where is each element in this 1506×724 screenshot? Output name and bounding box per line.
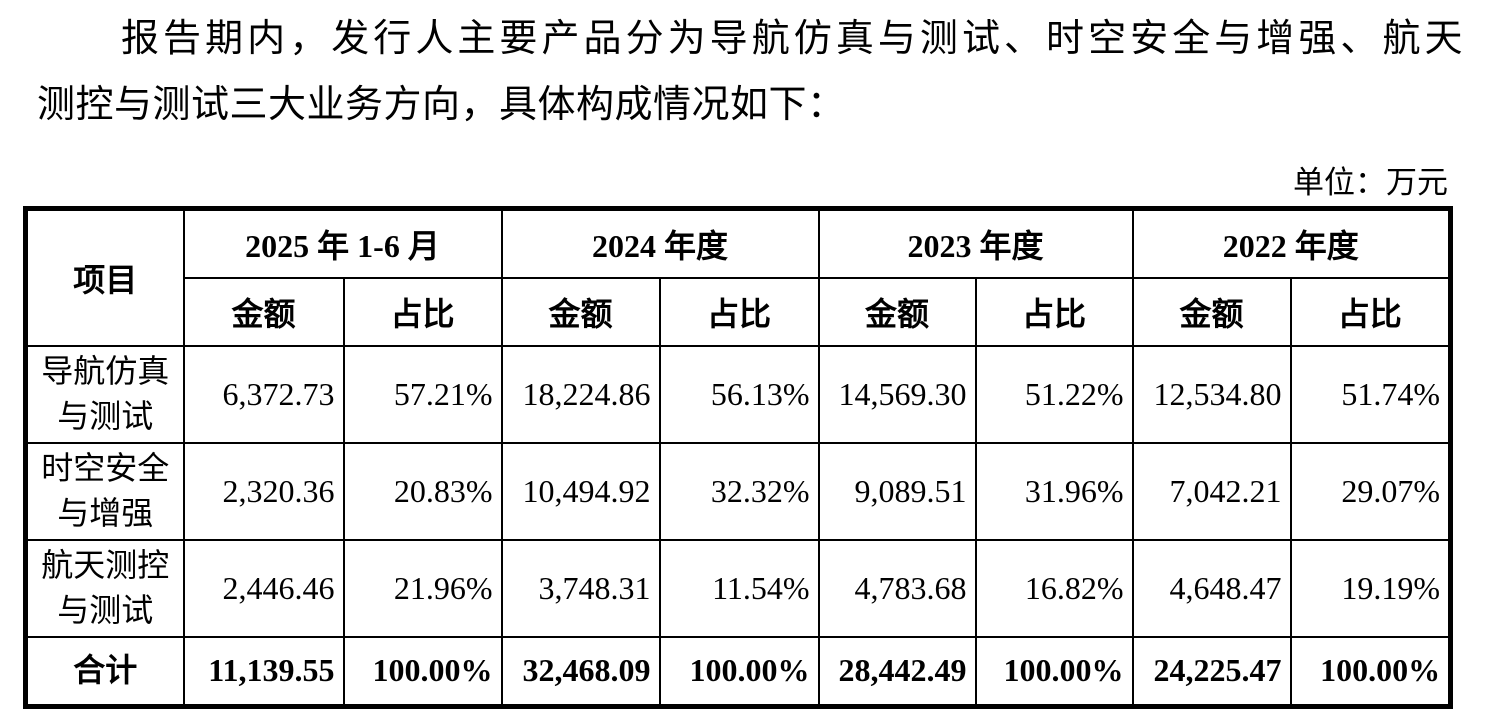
table-header-metric-row: 金额 占比 金额 占比 金额 占比 金额 占比 [26, 277, 1452, 347]
cell-total-amount-2025: 11,139.55 [182, 635, 345, 708]
col-header-period-2023: 2023 年度 [817, 207, 1134, 279]
table-row-aerospace-tt-c: 航天测控与测试 2,446.46 21.96% 3,748.31 11.54% … [24, 538, 1452, 638]
col-header-period-2024: 2024 年度 [500, 207, 820, 279]
cell-ratio-2025: 21.96% [342, 538, 503, 638]
table-row-total: 合计 11,139.55 100.00% 32,468.09 100.00% 2… [24, 635, 1452, 708]
table-row-nav-simulation: 导航仿真与测试 6,372.73 57.21% 18,224.86 56.13%… [24, 345, 1452, 444]
cell-amount-2022: 7,042.21 [1131, 441, 1292, 541]
col-subheader-amount-2025: 金额 [182, 277, 345, 347]
cell-ratio-2022: 19.19% [1289, 538, 1452, 638]
cell-ratio-2023: 16.82% [974, 538, 1134, 638]
col-header-item: 项目 [24, 207, 185, 347]
col-subheader-amount-2023: 金额 [817, 277, 977, 347]
cell-total-ratio-2024: 100.00% [658, 635, 820, 708]
product-composition-table: 项目 2025 年 1-6 月 2024 年度 2023 年度 2022 年度 … [23, 206, 1454, 709]
row-label: 航天测控与测试 [24, 538, 185, 638]
cell-ratio-2025: 20.83% [342, 441, 503, 541]
cell-total-ratio-2023: 100.00% [974, 635, 1134, 708]
cell-amount-2024: 3,748.31 [500, 538, 661, 638]
cell-total-amount-2023: 28,442.49 [817, 635, 977, 708]
cell-amount-2025: 2,320.36 [182, 441, 345, 541]
cell-ratio-2025: 57.21% [342, 345, 503, 444]
cell-total-ratio-2025: 100.00% [342, 635, 503, 708]
unit-label: 单位：万元 [1293, 165, 1448, 200]
col-subheader-amount-2024: 金额 [500, 277, 661, 347]
cell-ratio-2024: 32.32% [658, 441, 820, 541]
intro-paragraph-line-1: 报告期内，发行人主要产品分为导航仿真与测试、时空安全与增强、航天 [121, 18, 1463, 60]
cell-amount-2023: 9,089.51 [817, 441, 977, 541]
cell-ratio-2023: 31.96% [974, 441, 1134, 541]
intro-paragraph-line-2: 测控与测试三大业务方向，具体构成情况如下： [37, 84, 846, 126]
cell-ratio-2024: 11.54% [658, 538, 820, 638]
row-label: 时空安全与增强 [24, 441, 185, 541]
table-row-spacetime-security: 时空安全与增强 2,320.36 20.83% 10,494.92 32.32%… [24, 441, 1452, 541]
col-header-period-2025: 2025 年 1-6 月 [182, 207, 503, 279]
cell-ratio-2022: 51.74% [1289, 345, 1452, 444]
col-subheader-ratio-2025: 占比 [342, 277, 503, 347]
cell-amount-2023: 14,569.30 [817, 345, 977, 444]
intro-paragraph: 报告期内，发行人主要产品分为导航仿真与测试、时空安全与增强、航天 测控与测试三大… [37, 6, 1463, 138]
cell-amount-2023: 4,783.68 [817, 538, 977, 638]
table-header-period-row: 项目 2025 年 1-6 月 2024 年度 2023 年度 2022 年度 [24, 207, 1452, 347]
cell-amount-2022: 4,648.47 [1131, 538, 1292, 638]
cell-total-amount-2022: 24,225.47 [1131, 635, 1292, 708]
cell-ratio-2022: 29.07% [1289, 441, 1452, 541]
col-subheader-ratio-2024: 占比 [658, 277, 820, 347]
cell-ratio-2023: 51.22% [974, 345, 1134, 444]
cell-amount-2022: 12,534.80 [1131, 345, 1292, 444]
row-label: 导航仿真与测试 [24, 345, 185, 444]
col-header-period-2022: 2022 年度 [1131, 207, 1452, 279]
cell-amount-2024: 18,224.86 [500, 345, 661, 444]
row-label-total: 合计 [24, 635, 185, 708]
cell-amount-2024: 10,494.92 [500, 441, 661, 541]
cell-total-ratio-2022: 100.00% [1289, 635, 1452, 708]
cell-ratio-2024: 56.13% [658, 345, 820, 444]
col-subheader-ratio-2022: 占比 [1289, 277, 1452, 347]
col-subheader-amount-2022: 金额 [1131, 277, 1292, 347]
cell-amount-2025: 2,446.46 [182, 538, 345, 638]
cell-amount-2025: 6,372.73 [182, 345, 345, 444]
cell-total-amount-2024: 32,468.09 [500, 635, 661, 708]
col-subheader-ratio-2023: 占比 [974, 277, 1134, 347]
